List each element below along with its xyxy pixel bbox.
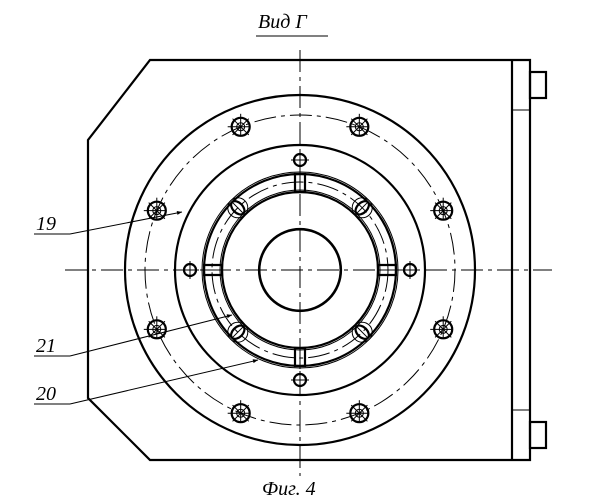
leader-line xyxy=(70,360,258,404)
callout-20: 20 xyxy=(36,383,56,405)
mount-tab xyxy=(530,72,546,98)
drawing: Вид Г 19 21 20 Фиг. 4 xyxy=(0,0,602,500)
view-title: Вид Г xyxy=(258,11,308,33)
leader-arrow xyxy=(177,211,182,215)
mount-tab xyxy=(530,422,546,448)
leader-line xyxy=(70,212,182,234)
callout-21: 21 xyxy=(36,335,56,357)
figure-caption: Фиг. 4 xyxy=(262,478,316,500)
housing-outline xyxy=(88,60,530,460)
callout-19: 19 xyxy=(36,213,56,235)
